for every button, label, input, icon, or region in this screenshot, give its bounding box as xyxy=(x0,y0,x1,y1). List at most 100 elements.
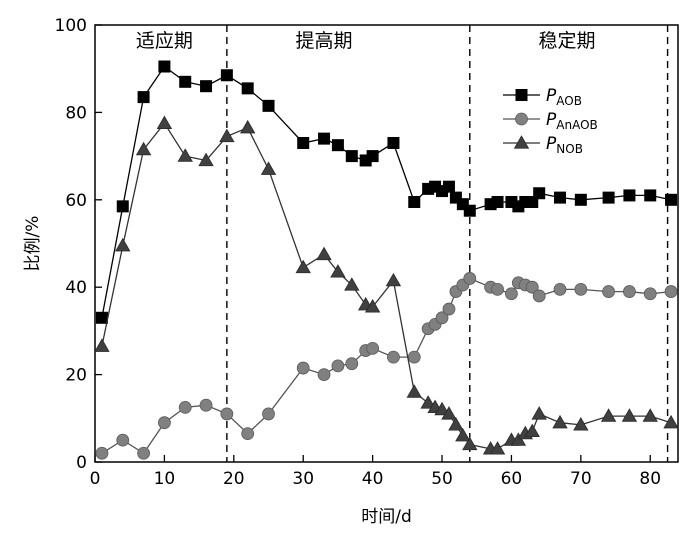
legend-marker xyxy=(515,89,528,101)
series-aob xyxy=(95,60,678,324)
data-point-nob xyxy=(441,406,457,420)
data-point-aob xyxy=(137,91,150,104)
legend-label: PAnAOB xyxy=(546,110,598,132)
legend-label: PNOB xyxy=(546,134,583,156)
data-point-aob xyxy=(95,311,108,324)
y-tick-label: 60 xyxy=(65,191,87,211)
legend-label-sub: AnAOB xyxy=(556,118,598,132)
x-tick-label: 10 xyxy=(154,469,176,489)
x-tick-label: 50 xyxy=(431,469,453,489)
phase-label: 提高期 xyxy=(296,30,353,52)
data-point-nob xyxy=(448,417,464,431)
data-point-anaob xyxy=(532,289,546,303)
data-point-nob xyxy=(364,299,381,313)
x-tick-label: 30 xyxy=(292,469,314,489)
data-point-nob xyxy=(434,401,450,416)
data-point-anaob xyxy=(442,302,456,316)
data-point-nob xyxy=(600,408,617,422)
data-point-anaob xyxy=(664,285,678,298)
data-point-anaob xyxy=(137,446,150,460)
data-point-aob xyxy=(200,80,213,93)
data-point-aob xyxy=(387,136,400,149)
data-point-anaob xyxy=(199,398,213,412)
legend-label-main: P xyxy=(546,110,557,130)
data-point-anaob xyxy=(553,282,567,296)
data-point-aob xyxy=(554,191,567,204)
data-point-nob xyxy=(524,423,540,438)
data-point-aob xyxy=(491,195,504,208)
data-point-aob xyxy=(331,139,344,152)
legend-label-sub: AOB xyxy=(556,94,582,108)
data-point-anaob xyxy=(505,287,518,301)
data-point-aob xyxy=(533,187,546,200)
y-tick-label: 0 xyxy=(76,453,87,473)
legend-label: PAOB xyxy=(546,86,582,108)
series-line xyxy=(101,65,672,318)
data-point-anaob xyxy=(241,427,255,440)
data-point-nob xyxy=(260,161,277,175)
series-nob xyxy=(94,115,679,455)
data-point-anaob xyxy=(345,357,359,371)
data-point-aob xyxy=(574,193,587,206)
data-point-nob xyxy=(177,148,193,162)
data-point-nob xyxy=(455,427,471,442)
data-point-aob xyxy=(297,136,310,149)
series-anaob xyxy=(95,272,678,460)
data-point-anaob xyxy=(602,285,615,298)
data-point-anaob xyxy=(95,446,109,460)
phase-label: 适应期 xyxy=(136,30,193,52)
data-point-aob xyxy=(116,200,129,213)
phase-boundaries xyxy=(226,25,669,462)
data-point-nob xyxy=(489,441,506,455)
data-point-aob xyxy=(644,189,657,202)
data-point-aob xyxy=(602,191,615,204)
data-point-nob xyxy=(552,414,568,429)
legend-marker xyxy=(513,135,530,149)
data-point-aob xyxy=(463,204,476,217)
x-tick-label: 80 xyxy=(639,469,661,489)
data-point-nob xyxy=(330,264,346,278)
data-point-nob xyxy=(316,246,332,261)
data-point-anaob xyxy=(643,287,657,301)
data-point-nob xyxy=(94,338,110,352)
y-tick-label: 100 xyxy=(55,16,87,36)
data-point-anaob xyxy=(178,400,192,414)
phase-label: 稳定期 xyxy=(538,30,595,52)
data-point-aob xyxy=(262,99,275,112)
data-point-aob xyxy=(449,191,462,204)
data-point-nob xyxy=(663,414,679,429)
plot-area xyxy=(94,24,679,463)
data-point-nob xyxy=(420,395,436,409)
legend-item: PAnAOB xyxy=(503,110,598,132)
data-point-anaob xyxy=(574,282,588,296)
data-point-nob xyxy=(115,237,131,252)
data-point-nob xyxy=(462,436,478,451)
data-point-aob xyxy=(366,150,379,163)
data-point-nob xyxy=(510,432,527,446)
data-point-nob xyxy=(531,406,547,420)
y-tick-label: 20 xyxy=(65,366,87,386)
data-point-anaob xyxy=(463,272,477,285)
data-point-anaob xyxy=(366,341,380,355)
data-point-aob xyxy=(220,69,233,82)
y-axis-label: 比例/% xyxy=(23,216,43,272)
data-point-nob xyxy=(344,277,360,291)
series-layer xyxy=(94,60,679,460)
data-point-anaob xyxy=(296,361,310,375)
data-point-aob xyxy=(179,75,192,88)
data-point-anaob xyxy=(116,433,130,447)
y-tick-label: 80 xyxy=(65,103,87,123)
data-point-nob xyxy=(156,115,173,129)
x-tick-label: 70 xyxy=(570,469,592,489)
x-axis-label: 时间/d xyxy=(361,507,412,527)
data-point-anaob xyxy=(435,311,449,325)
data-point-anaob xyxy=(387,350,400,364)
data-point-nob xyxy=(135,141,152,156)
data-point-anaob xyxy=(525,280,539,294)
y-tick-label: 40 xyxy=(65,278,87,298)
data-point-aob xyxy=(345,150,358,163)
data-point-aob xyxy=(442,180,455,193)
data-point-anaob xyxy=(220,407,234,421)
data-point-anaob xyxy=(623,285,636,298)
